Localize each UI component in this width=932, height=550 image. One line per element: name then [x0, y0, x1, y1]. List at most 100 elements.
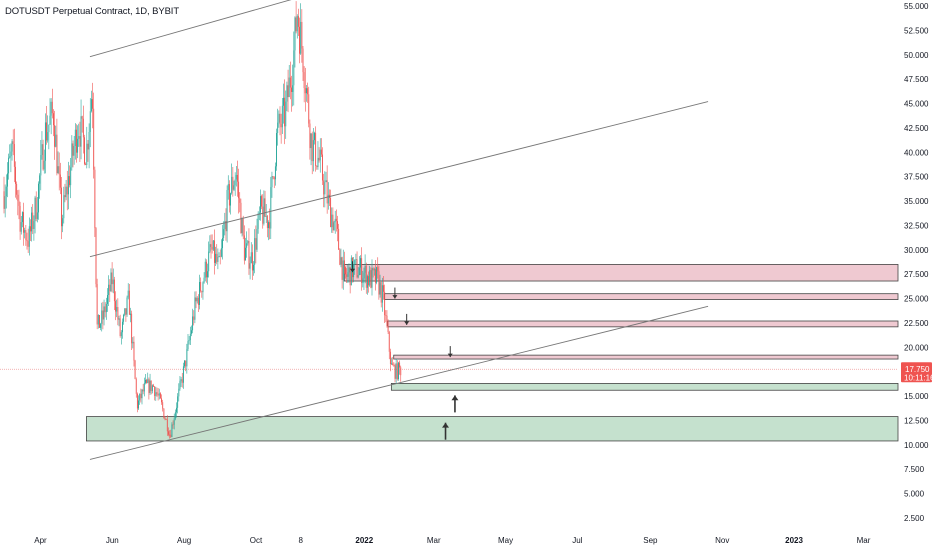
- candle-body: [25, 230, 27, 240]
- candle-body: [261, 196, 263, 207]
- candle-body: [396, 363, 398, 380]
- candle-body: [199, 282, 200, 305]
- candle-body: [348, 267, 350, 273]
- candle-body: [149, 380, 151, 393]
- candle-body: [151, 385, 153, 392]
- candle-body: [57, 166, 59, 174]
- candle-body: [73, 145, 75, 156]
- arrow-head: [442, 422, 450, 428]
- candle-body: [162, 402, 164, 409]
- candle-body: [148, 379, 150, 393]
- candle-body: [72, 143, 74, 156]
- candle-body: [295, 17, 297, 32]
- candle-body: [143, 383, 145, 392]
- candle-body: [248, 241, 250, 269]
- candle-body: [71, 143, 73, 168]
- candle-body: [64, 195, 66, 198]
- candle-body: [375, 269, 376, 283]
- candle-body: [196, 297, 198, 302]
- candle-body: [278, 113, 280, 123]
- candle-body: [166, 419, 168, 432]
- candle-body: [318, 157, 320, 161]
- candle-body: [100, 323, 102, 328]
- candle-body: [8, 157, 10, 174]
- candle-body: [193, 316, 195, 320]
- candle-body: [164, 418, 166, 420]
- candle-body: [130, 313, 131, 315]
- candle-body: [69, 176, 70, 186]
- candle-body: [131, 313, 133, 344]
- candle-body: [194, 297, 196, 320]
- x-tick-label: Jul: [572, 536, 582, 545]
- candle-body: [66, 186, 68, 195]
- candle-body: [242, 218, 244, 236]
- candle-body: [39, 175, 41, 184]
- candle-body: [150, 380, 152, 392]
- x-tick-label: Mar: [857, 536, 871, 545]
- x-tick-label: Apr: [34, 536, 47, 545]
- x-tick-label: Mar: [427, 536, 441, 545]
- candle-body: [113, 279, 115, 302]
- candle-body: [233, 185, 235, 190]
- candle-body: [176, 407, 177, 413]
- candle-body: [97, 314, 99, 325]
- y-tick-label: 5.000: [904, 490, 925, 499]
- candle-body: [356, 259, 358, 278]
- price-tag-countdown: 10:11:16: [904, 373, 932, 382]
- y-tick-label: 25.000: [904, 295, 929, 304]
- x-tick-label: 2022: [355, 536, 373, 545]
- candle-body: [286, 85, 288, 102]
- candle-body: [307, 88, 309, 95]
- candle-body: [270, 187, 272, 229]
- candle-body: [41, 144, 43, 155]
- candle-body: [124, 308, 126, 315]
- candle-body: [146, 379, 148, 383]
- time-axis[interactable]: Apr Jun Aug Oct 8 2022 Mar May Jul Sep Nov 2023 Mar: [34, 536, 870, 545]
- x-tick-label: 8: [298, 536, 303, 545]
- candle-body: [306, 88, 307, 94]
- y-tick-label: 12.500: [904, 416, 929, 425]
- candle-body: [398, 362, 399, 380]
- candle-body: [96, 284, 98, 325]
- candle-body: [225, 220, 227, 232]
- y-tick-label: 10.000: [904, 441, 929, 450]
- candle-body: [381, 285, 383, 303]
- candle-body: [287, 85, 289, 98]
- candle-body: [325, 180, 327, 183]
- candle-body: [214, 240, 215, 263]
- candle-body: [399, 362, 401, 368]
- candle-body: [185, 360, 187, 367]
- candle-body: [12, 141, 14, 145]
- candle-body: [197, 297, 199, 305]
- candle-body: [134, 360, 136, 379]
- candle-body: [215, 253, 217, 263]
- y-tick-label: 35.000: [904, 197, 929, 206]
- candle-body: [332, 214, 334, 231]
- y-tick-label: 2.500: [904, 514, 925, 523]
- candle-body: [182, 366, 184, 383]
- candle-body: [335, 218, 337, 222]
- candle-body: [126, 297, 128, 315]
- candle-body: [16, 183, 18, 195]
- candle-body: [220, 248, 222, 257]
- candle-body: [316, 165, 318, 168]
- price-tag-bg: [901, 362, 932, 383]
- candle-body: [340, 257, 342, 265]
- candle-body: [24, 230, 26, 233]
- candle-body: [350, 257, 352, 286]
- candle-body: [218, 255, 220, 257]
- candle-body: [388, 332, 390, 352]
- x-tick-label: 2023: [785, 536, 803, 545]
- candle-body: [249, 263, 251, 269]
- candle-body: [58, 166, 60, 175]
- candle-body: [237, 174, 238, 182]
- candle-body: [155, 392, 157, 396]
- arrow-up-6: [442, 422, 450, 440]
- candle-body: [394, 365, 396, 379]
- candle-body: [56, 134, 58, 174]
- candle-body: [331, 214, 333, 228]
- candle-body: [310, 133, 312, 149]
- price-axis[interactable]: 55.000 52.500 50.000 47.500 45.000 42.500 40.0…: [904, 2, 929, 523]
- candle-body: [209, 244, 211, 252]
